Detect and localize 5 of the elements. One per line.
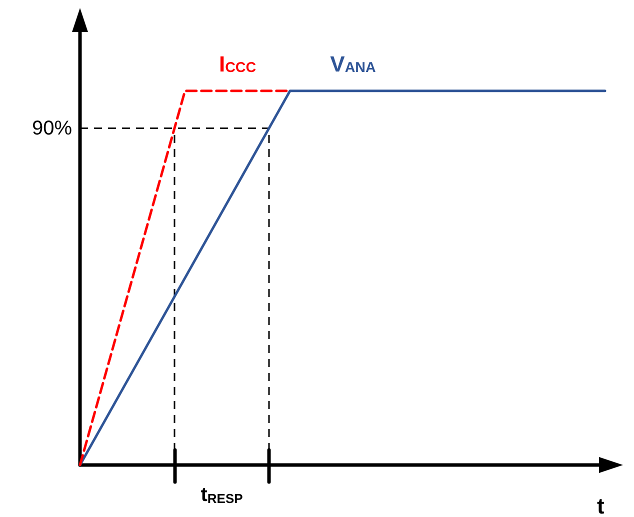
series-label: VANA xyxy=(330,51,376,76)
text: tRESP xyxy=(200,484,244,506)
x-axis-title: t xyxy=(597,494,605,517)
series-label: ICCC xyxy=(218,51,256,76)
ref-line-label: 90% xyxy=(32,117,72,140)
